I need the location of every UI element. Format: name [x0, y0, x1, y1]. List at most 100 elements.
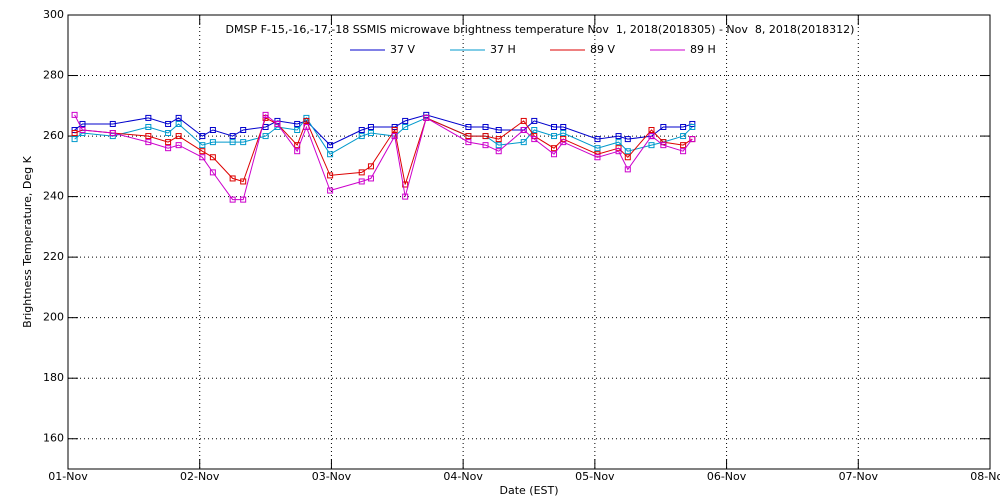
x-tick-label: 01-Nov: [48, 470, 88, 483]
point-marker: [594, 151, 601, 158]
point-marker: [560, 130, 567, 137]
point-marker: [71, 111, 78, 118]
point-marker: [229, 196, 236, 203]
point-marker: [648, 133, 655, 140]
point-marker: [615, 148, 622, 155]
point-marker: [79, 120, 86, 127]
legend-label: 37 H: [490, 43, 516, 56]
point-marker: [229, 175, 236, 182]
legend-label: 89 H: [690, 43, 716, 56]
point-marker: [465, 123, 472, 130]
point-marker: [551, 123, 558, 130]
point-marker: [680, 148, 687, 155]
point-marker: [240, 139, 247, 146]
point-marker: [175, 133, 182, 140]
point-marker: [367, 130, 374, 137]
x-tick-label: 02-Nov: [180, 470, 220, 483]
point-marker: [175, 120, 182, 127]
point-marker: [294, 148, 301, 155]
x-axis-label: Date (EST): [499, 484, 558, 497]
point-marker: [615, 133, 622, 140]
legend-label: 37 V: [390, 43, 415, 56]
point-marker: [660, 123, 667, 130]
point-marker: [465, 133, 472, 140]
point-marker: [71, 130, 78, 137]
point-marker: [465, 139, 472, 146]
point-marker: [594, 136, 601, 143]
point-marker: [274, 120, 281, 127]
point-marker: [402, 123, 409, 130]
point-marker: [689, 123, 696, 130]
point-marker: [327, 151, 334, 158]
point-marker: [303, 117, 310, 124]
point-marker: [145, 139, 152, 146]
x-tick-label: 08-Nov: [970, 470, 1000, 483]
point-marker: [209, 127, 216, 134]
point-marker: [689, 136, 696, 143]
point-marker: [482, 142, 489, 149]
point-marker: [358, 127, 365, 134]
point-marker: [165, 145, 172, 152]
point-marker: [624, 136, 631, 143]
point-marker: [689, 120, 696, 127]
point-marker: [560, 139, 567, 146]
y-tick-label: 300: [43, 8, 64, 21]
point-marker: [531, 117, 538, 124]
point-marker: [680, 142, 687, 149]
point-marker: [680, 123, 687, 130]
y-tick-label: 280: [43, 69, 64, 82]
point-marker: [391, 127, 398, 134]
point-marker: [199, 154, 206, 161]
point-marker: [109, 133, 116, 140]
point-marker: [229, 139, 236, 146]
y-tick-label: 260: [43, 129, 64, 142]
point-marker: [560, 123, 567, 130]
point-marker: [531, 136, 538, 143]
point-marker: [624, 154, 631, 161]
point-marker: [79, 127, 86, 134]
point-marker: [660, 142, 667, 149]
point-marker: [209, 139, 216, 146]
point-marker: [199, 133, 206, 140]
point-marker: [294, 127, 301, 134]
y-tick-label: 200: [43, 311, 64, 324]
point-marker: [327, 142, 334, 149]
point-marker: [482, 133, 489, 140]
chart-title: DMSP F-15,-16,-17,-18 SSMIS microwave br…: [226, 23, 855, 36]
point-marker: [402, 193, 409, 200]
point-marker: [240, 127, 247, 134]
point-marker: [199, 148, 206, 155]
point-marker: [520, 139, 527, 146]
point-marker: [303, 123, 310, 130]
point-marker: [551, 133, 558, 140]
point-marker: [624, 148, 631, 155]
point-marker: [680, 133, 687, 140]
point-marker: [240, 178, 247, 185]
point-marker: [367, 123, 374, 130]
point-marker: [209, 169, 216, 176]
y-tick-label: 160: [43, 432, 64, 445]
point-marker: [262, 123, 269, 130]
point-marker: [109, 120, 116, 127]
point-marker: [495, 136, 502, 143]
point-marker: [145, 114, 152, 121]
point-marker: [327, 187, 334, 194]
point-marker: [358, 133, 365, 140]
point-marker: [175, 114, 182, 121]
point-marker: [520, 117, 527, 124]
x-tick-label: 03-Nov: [312, 470, 352, 483]
series-line: [74, 117, 693, 185]
point-marker: [495, 127, 502, 134]
x-tick-label: 06-Nov: [707, 470, 747, 483]
point-marker: [327, 172, 334, 179]
point-marker: [423, 114, 430, 121]
point-marker: [594, 154, 601, 161]
point-marker: [367, 163, 374, 170]
legend-label: 89 V: [590, 43, 615, 56]
point-marker: [495, 148, 502, 155]
point-marker: [615, 139, 622, 146]
point-marker: [240, 196, 247, 203]
point-marker: [594, 145, 601, 152]
